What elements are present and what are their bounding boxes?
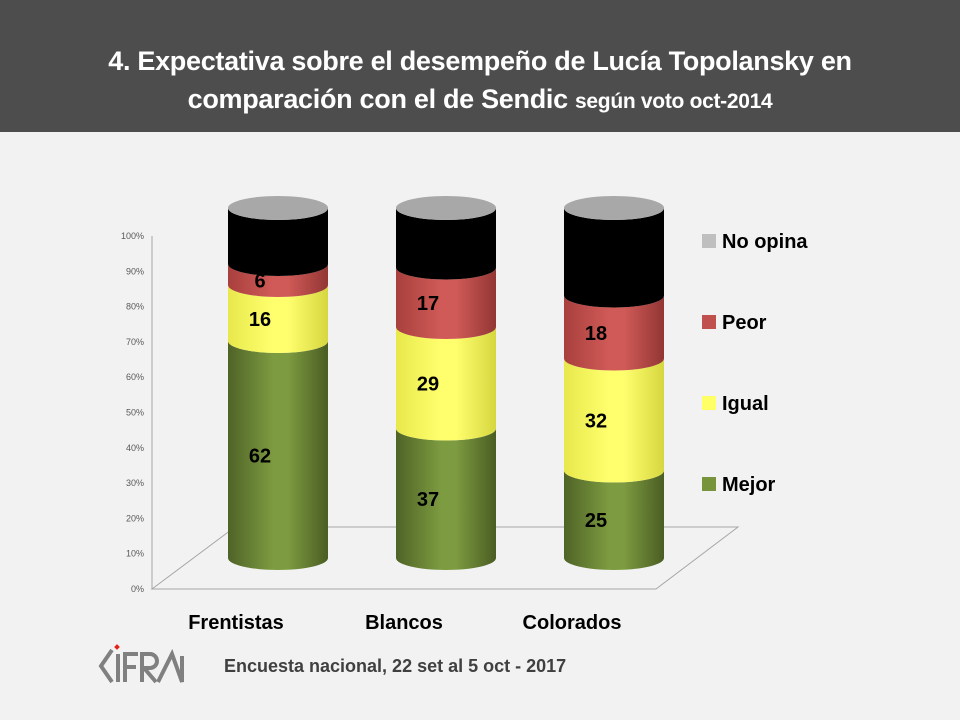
data-label: 37 bbox=[417, 489, 439, 511]
bar-segment-peor bbox=[564, 295, 664, 371]
x-category-label: Colorados bbox=[523, 612, 622, 634]
bar-segment-igual bbox=[396, 327, 496, 441]
legend-swatch-mejor bbox=[702, 477, 716, 491]
title-line-2-small: según voto oct-2014 bbox=[575, 90, 773, 113]
y-tick-label: 90% bbox=[126, 266, 144, 276]
y-tick-label: 20% bbox=[126, 513, 144, 523]
logo-i bbox=[116, 654, 120, 682]
bar-segment-mejor bbox=[564, 470, 664, 570]
page-title: 4. Expectativa sobre el desempeño de Luc… bbox=[0, 42, 960, 121]
y-tick-label: 30% bbox=[126, 478, 144, 488]
floor-plane bbox=[150, 526, 740, 590]
bar-segment-no-opina bbox=[564, 208, 664, 308]
legend-label: Igual bbox=[722, 393, 769, 415]
data-label: 18 bbox=[585, 323, 607, 345]
bar-stack-blancos bbox=[396, 196, 496, 570]
cylinder-top-cap bbox=[396, 196, 496, 220]
bars-layer bbox=[228, 196, 664, 570]
data-label: 62 bbox=[249, 445, 271, 467]
bar-segment-mejor bbox=[396, 428, 496, 570]
bar-stack-frentistas bbox=[228, 196, 328, 570]
y-tick-label: 10% bbox=[126, 549, 144, 559]
y-tick-label: 0% bbox=[131, 584, 144, 594]
legend-label: No opina bbox=[722, 231, 808, 253]
data-label: 17 bbox=[417, 234, 439, 256]
y-tick-label: 40% bbox=[126, 443, 144, 453]
data-label: 25 bbox=[585, 510, 607, 532]
logo-r bbox=[139, 652, 159, 684]
logo-a bbox=[156, 648, 184, 683]
logo-chevron bbox=[98, 648, 114, 684]
legend-label: Peor bbox=[722, 312, 767, 334]
header-bar: 4. Expectativa sobre el desempeño de Luc… bbox=[0, 0, 960, 132]
bar-segment-no-opina bbox=[396, 208, 496, 280]
x-category-label: Frentistas bbox=[188, 612, 284, 634]
logo-red-dot bbox=[114, 644, 120, 650]
title-line-1: 4. Expectativa sobre el desempeño de Luc… bbox=[108, 46, 852, 76]
legend: No opina Peor Igual Mejor bbox=[702, 231, 808, 496]
legend-label: Mejor bbox=[722, 474, 776, 496]
title-line-2-main: comparación con el de Sendic bbox=[187, 84, 569, 114]
bar-segment-mejor bbox=[228, 341, 328, 570]
bar-segment-igual bbox=[228, 285, 328, 353]
x-category-label: Blancos bbox=[365, 612, 443, 634]
cifra-logo-icon bbox=[98, 644, 184, 684]
bar-stack-colorados bbox=[564, 196, 664, 570]
y-tick-label: 50% bbox=[126, 408, 144, 418]
y-tick-label: 60% bbox=[126, 372, 144, 382]
data-label: 16 bbox=[249, 232, 271, 254]
y-tick-label: 70% bbox=[126, 337, 144, 347]
cylinder-top-cap bbox=[228, 196, 328, 220]
legend-swatch-igual bbox=[702, 396, 716, 410]
bar-segment-peor bbox=[396, 267, 496, 339]
data-label: 17 bbox=[417, 293, 439, 315]
bar-segment-peor bbox=[228, 264, 328, 297]
data-labels: 62 16 6 16 37 29 17 17 25 32 18 25 bbox=[249, 232, 607, 532]
cylinder-top-cap bbox=[564, 196, 664, 220]
survey-note: Encuesta nacional, 22 set al 5 oct - 201… bbox=[224, 656, 567, 676]
logo-f bbox=[123, 652, 138, 682]
data-label: 32 bbox=[585, 410, 607, 432]
y-tick-label: 80% bbox=[126, 302, 144, 312]
title-line-2: comparación con el de Sendic según voto … bbox=[0, 80, 960, 121]
axis-layer: 0% 10% 20% 30% 40% 50% 60% 70% 80% 90% 100% Frentis… bbox=[121, 231, 621, 634]
bar-segment-igual bbox=[564, 358, 664, 483]
data-label: 29 bbox=[417, 374, 439, 396]
y-tick-label: 100% bbox=[121, 231, 144, 241]
data-label: 6 bbox=[254, 270, 265, 292]
bar-segment-no-opina bbox=[228, 208, 328, 276]
data-label: 25 bbox=[585, 248, 607, 270]
data-label: 16 bbox=[249, 309, 271, 331]
legend-swatch-no-opina bbox=[702, 234, 716, 248]
legend-swatch-peor bbox=[702, 315, 716, 329]
floor-outline bbox=[150, 526, 740, 590]
